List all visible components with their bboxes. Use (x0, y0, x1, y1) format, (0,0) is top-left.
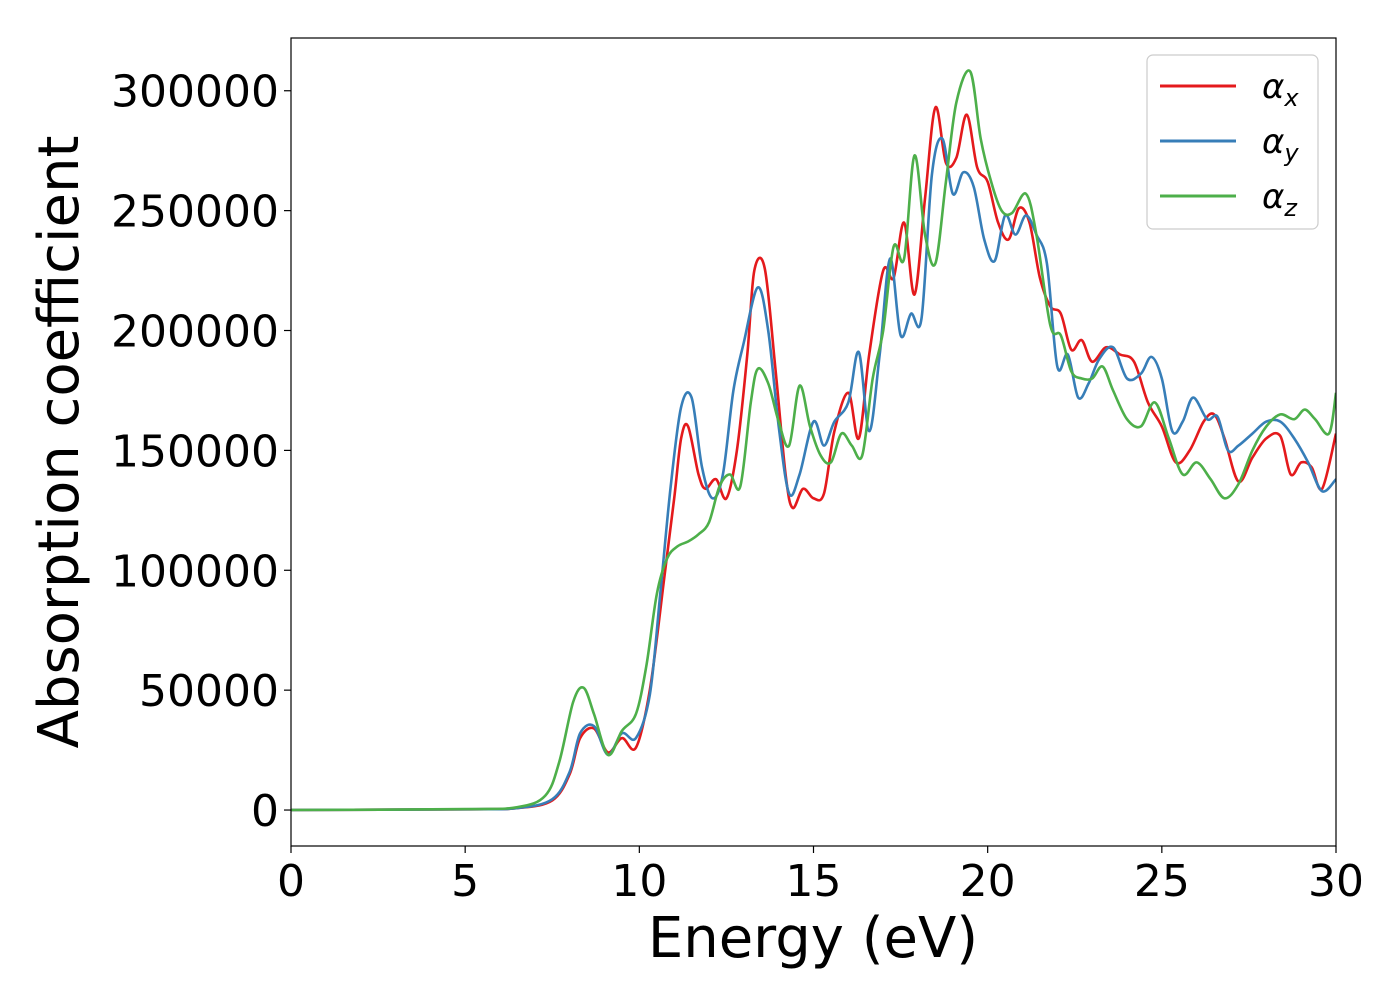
legend-symbol: α (1262, 177, 1284, 217)
y-tick-label: 0 (251, 786, 279, 837)
x-axis: 0 5 10 15 20 25 30 (277, 846, 1364, 907)
x-tick-label: 10 (611, 856, 667, 907)
x-tick-label: 30 (1308, 856, 1364, 907)
x-tick-label: 20 (960, 856, 1016, 907)
series-line-y (291, 136, 1336, 812)
legend-subscript: x (1283, 84, 1299, 112)
series-line-z (291, 69, 1336, 812)
y-tick-label: 300000 (111, 67, 279, 118)
y-axis-label: Absorption coefficient (27, 136, 92, 749)
legend-symbol: α (1262, 67, 1284, 107)
x-tick-label: 5 (451, 856, 479, 907)
y-tick-label: 200000 (111, 307, 279, 358)
y-axis: 0 50000 100000 150000 200000 250000 300000 (111, 67, 291, 837)
legend-symbol: α (1262, 122, 1284, 162)
legend-subscript: z (1283, 194, 1298, 222)
x-tick-label: 0 (277, 856, 305, 907)
y-tick-label: 150000 (111, 426, 279, 477)
y-tick-label: 100000 (111, 546, 279, 597)
y-tick-label: 50000 (139, 666, 279, 717)
y-tick-label: 250000 (111, 187, 279, 238)
legend-entry-z: αz (1262, 177, 1298, 222)
series-line-x (291, 106, 1336, 812)
x-axis-label: Energy (eV) (648, 906, 978, 971)
x-tick-label: 15 (786, 856, 842, 907)
series-layer (291, 69, 1336, 812)
legend-entry-y: αy (1262, 122, 1299, 167)
legend-subscript: y (1283, 139, 1299, 167)
x-tick-label: 25 (1134, 856, 1190, 907)
legend-entry-x: αx (1262, 67, 1299, 112)
